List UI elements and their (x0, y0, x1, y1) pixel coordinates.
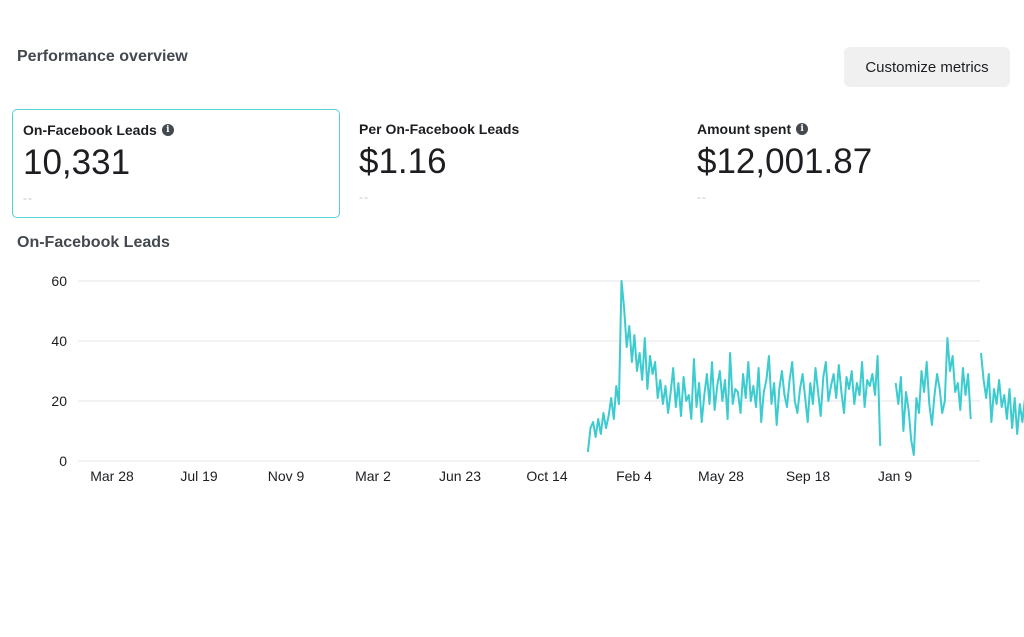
metric-label: Amount spent i (697, 121, 997, 137)
y-tick-label: 0 (59, 453, 67, 469)
x-tick-label: May 28 (698, 468, 744, 484)
x-tick-label: Mar 28 (90, 468, 134, 484)
metric-value: $12,001.87 (697, 142, 873, 181)
y-tick-label: 60 (51, 273, 67, 289)
info-icon[interactable]: i (161, 124, 174, 136)
series-line (586, 280, 882, 453)
x-tick-label: Mar 2 (355, 468, 391, 484)
customize-metrics-button[interactable]: Customize metrics (844, 47, 1010, 87)
chart-title: On-Facebook Leads (17, 234, 170, 251)
metric-label-text: On-Facebook Leads (23, 122, 157, 138)
x-tick-label: Oct 14 (526, 468, 567, 484)
metric-label: Per On-Facebook Leads (359, 121, 659, 137)
metric-delta: -- (359, 189, 369, 204)
metric-label-text: Amount spent (697, 121, 792, 137)
metric-label-text: Per On-Facebook Leads (359, 121, 520, 137)
y-tick-label: 40 (51, 333, 67, 349)
x-tick-label: Jul 19 (180, 468, 218, 484)
x-tick-label: Jun 23 (439, 468, 481, 484)
x-tick-label: Jan 9 (878, 468, 912, 484)
metric-label: On-Facebook Leads i (23, 122, 329, 138)
x-tick-label: Sep 18 (786, 468, 831, 484)
leads-line-chart: 0 20 40 60 Mar 28 Jul 19 Nov 9 Mar 2 Jun 23 Oct 1… (51, 273, 1024, 484)
y-tick-label: 20 (51, 393, 67, 409)
metric-value: 10,331 (23, 143, 131, 182)
metric-delta: -- (697, 189, 707, 204)
info-icon[interactable]: i (796, 123, 809, 135)
metric-delta: -- (23, 190, 33, 205)
metric-card-leads[interactable]: On-Facebook Leads i 10,331 -- (12, 109, 340, 218)
metric-value: $1.16 (359, 142, 447, 181)
x-tick-label: Feb 4 (616, 468, 652, 484)
page-title: Performance overview (17, 48, 188, 65)
metric-card-amount-spent[interactable]: Amount spent i $12,001.87 -- (687, 109, 1007, 218)
series-line (980, 352, 1024, 435)
series-line (894, 337, 972, 456)
x-tick-label: Nov 9 (268, 468, 305, 484)
metric-card-cost-per-lead[interactable]: Per On-Facebook Leads $1.16 -- (349, 109, 669, 218)
